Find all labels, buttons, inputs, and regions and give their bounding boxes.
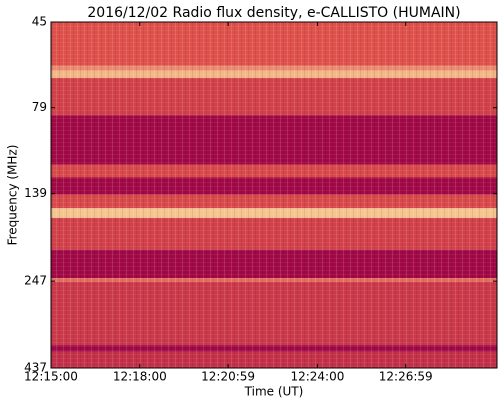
y-tick-label: 247 (24, 274, 47, 288)
x-tick-label: 12:15:00 (24, 370, 78, 384)
texture (51, 22, 497, 368)
y-tick-label: 437 (24, 361, 47, 375)
y-axis-label: Frequency (MHz) (6, 145, 20, 246)
plot-frame (50, 21, 498, 369)
x-tick-label: 12:20:59 (201, 370, 255, 384)
y-tick-label: 79 (32, 100, 47, 114)
y-tick-label: 139 (24, 186, 47, 200)
x-tick-label: 12:18:00 (113, 370, 167, 384)
x-tick-label: 12:26:59 (379, 370, 433, 384)
x-axis-label: Time (UT) (244, 385, 304, 399)
x-tick-label: 12:24:00 (290, 370, 344, 384)
chart-title: 2016/12/02 Radio flux density, e-CALLIST… (87, 5, 460, 21)
y-tick-label: 45 (32, 15, 47, 29)
